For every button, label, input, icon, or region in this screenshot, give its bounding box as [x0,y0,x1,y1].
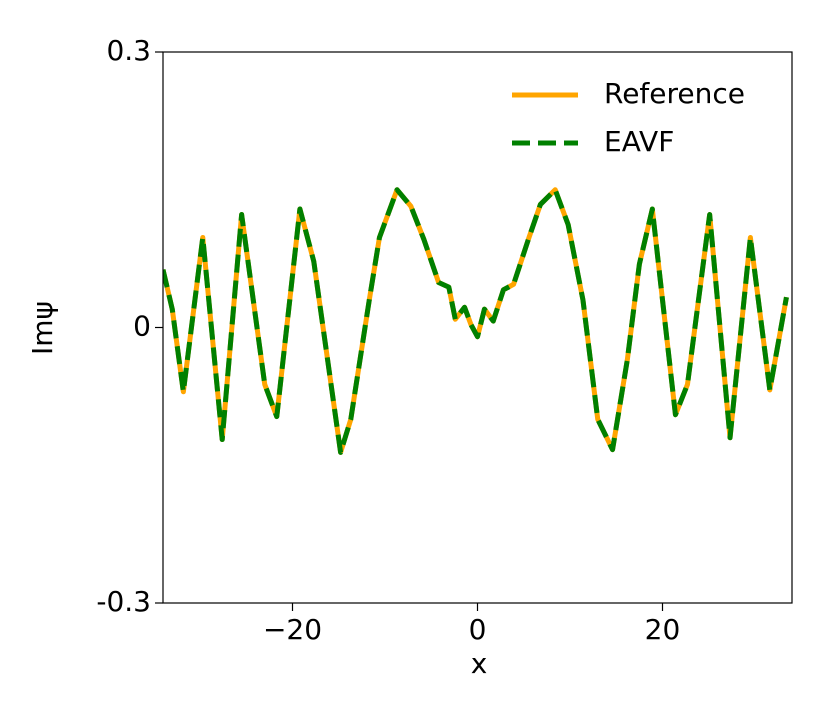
x-tick-label: 0 [469,613,487,646]
plot-frame [162,51,793,604]
y-tick-label: 0.3 [106,34,151,67]
y-tick-label: -0.3 [96,585,151,618]
x-axis-label: x [471,647,488,680]
x-tick-label: −20 [263,613,322,646]
series-line [163,187,789,455]
legend-label: EAVF [604,125,674,158]
y-axis-label: Imψ [26,301,59,355]
legend-label: Reference [604,77,745,110]
y-tick-label: 0 [133,310,151,343]
x-tick-label: 20 [645,613,681,646]
